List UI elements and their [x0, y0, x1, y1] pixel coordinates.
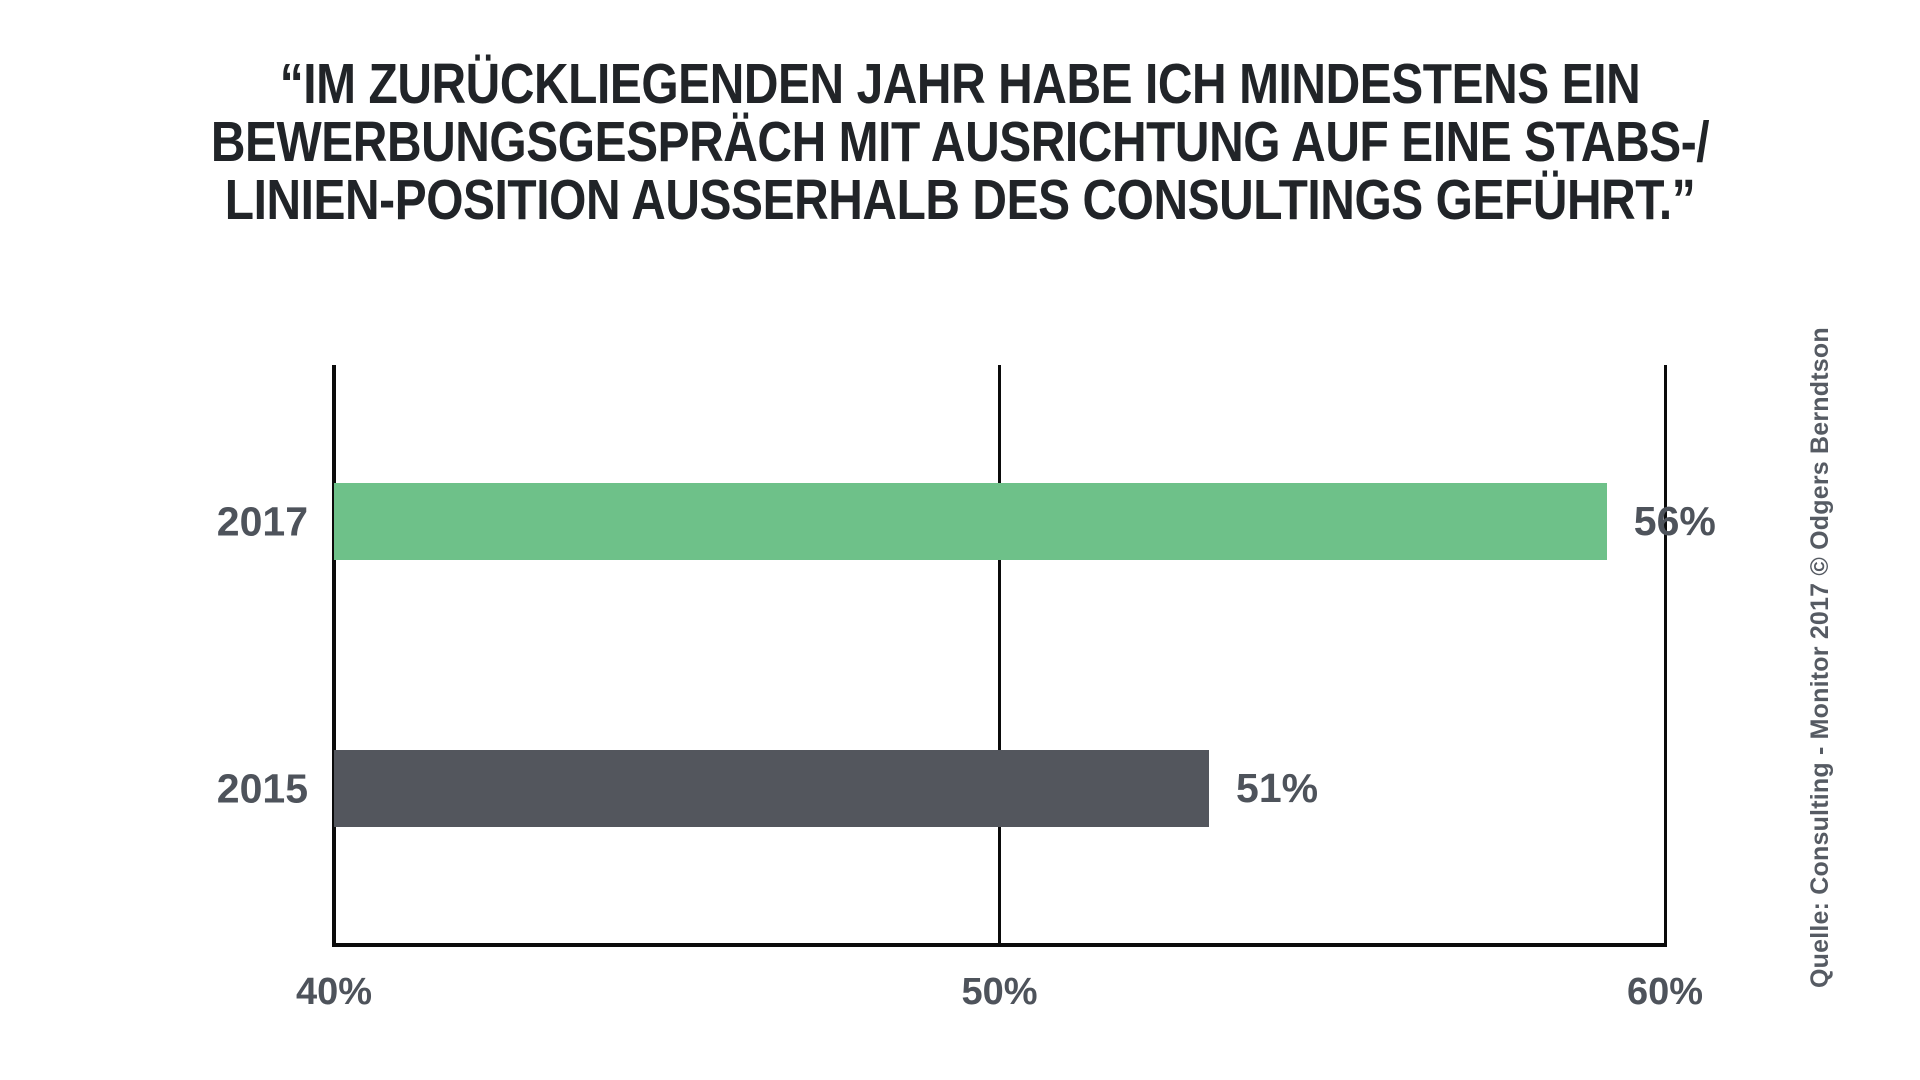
chart-title-line-1: “IM ZURÜCKLIEGENDEN JAHR HABE ICH MINDES… [279, 52, 1641, 116]
bar-2017 [334, 483, 1607, 560]
chart-title-line-2: BEWERBUNGSGESPRÄCH MIT AUSRICHTUNG AUF E… [210, 110, 1710, 174]
x-tick-40: 40% [295, 971, 373, 1013]
y-axis-line [332, 365, 336, 947]
x-tick-50: 50% [961, 971, 1038, 1013]
gridline-60-percent [1663, 365, 1667, 943]
category-label-2015: 2015 [216, 765, 308, 811]
bar-row-2015: 2015 51% [217, 750, 1920, 827]
chart-title: “IM ZURÜCKLIEGENDEN JAHR HABE ICH MINDES… [0, 55, 1920, 229]
bar-row-2017: 2017 56% [217, 483, 1920, 560]
x-tick-60: 60% [1626, 971, 1704, 1013]
bar-chart-plot-area: 2017 56% 2015 51% 40% 50% 60% [217, 365, 1716, 1013]
gridline-50-percent [998, 365, 1001, 943]
value-label-2015: 51% [1236, 765, 1319, 811]
chart-title-line-3: LINIEN-POSITION AUSSERHALB DES CONSULTIN… [224, 168, 1696, 232]
x-axis-line [332, 943, 1667, 947]
value-label-2017: 56% [1633, 498, 1716, 544]
bar-2015 [334, 750, 1210, 827]
category-label-2017: 2017 [216, 498, 308, 544]
source-caption: Quelle: Consulting - Monitor 2017 © Odge… [1806, 327, 1834, 988]
